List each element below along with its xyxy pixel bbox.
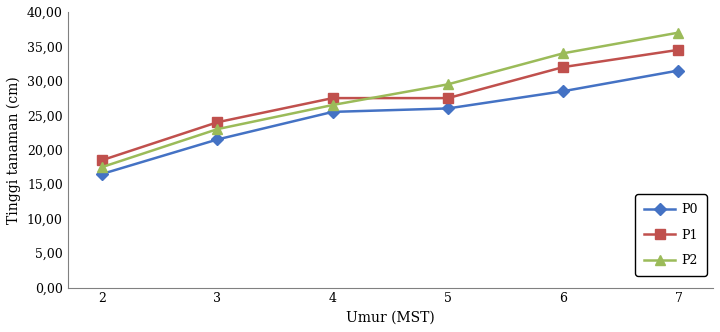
P0 bbox=[328, 110, 337, 114]
P1 bbox=[444, 96, 452, 100]
Line: P0: P0 bbox=[98, 66, 683, 178]
P0 bbox=[98, 172, 107, 176]
P2 bbox=[98, 165, 107, 169]
P2 bbox=[328, 103, 337, 107]
P1 bbox=[328, 96, 337, 100]
P0 bbox=[559, 89, 567, 93]
Line: P1: P1 bbox=[97, 45, 683, 165]
P0 bbox=[444, 107, 452, 111]
X-axis label: Umur (MST): Umur (MST) bbox=[346, 311, 435, 325]
P2 bbox=[674, 31, 683, 35]
Line: P2: P2 bbox=[97, 28, 683, 172]
Legend: P0, P1, P2: P0, P1, P2 bbox=[635, 194, 707, 276]
P2 bbox=[444, 82, 452, 86]
P0 bbox=[213, 137, 222, 141]
Y-axis label: Tinggi tanaman (cm): Tinggi tanaman (cm) bbox=[7, 76, 22, 224]
P1 bbox=[674, 48, 683, 52]
P0 bbox=[674, 68, 683, 72]
P1 bbox=[213, 120, 222, 124]
P1 bbox=[559, 65, 567, 69]
P1 bbox=[98, 158, 107, 162]
P2 bbox=[559, 51, 567, 55]
P2 bbox=[213, 127, 222, 131]
